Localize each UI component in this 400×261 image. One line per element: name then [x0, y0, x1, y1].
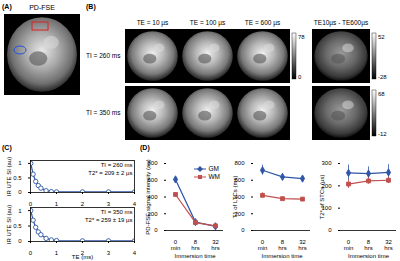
svg-text:0: 0: [154, 227, 158, 233]
svg-text:0: 0: [241, 227, 245, 233]
svg-text:0min: 0min: [344, 239, 354, 251]
svg-text:78: 78: [298, 34, 305, 40]
svg-text:800: 800: [147, 160, 158, 167]
svg-text:(B): (B): [86, 3, 96, 11]
svg-text:TI = 350 ms: TI = 350 ms: [86, 109, 121, 116]
svg-text:PD-FSE: PD-FSE: [29, 4, 55, 11]
svg-text:600: 600: [234, 177, 245, 184]
svg-text:4: 4: [133, 201, 137, 207]
svg-text:200: 200: [147, 210, 158, 217]
svg-text:IR UTE SI (au): IR UTE SI (au): [6, 205, 12, 244]
svg-text:-12: -12: [378, 131, 387, 137]
svg-text:0min: 0min: [258, 239, 268, 251]
svg-text:Immersion time: Immersion time: [174, 253, 216, 259]
svg-text:2: 2: [81, 201, 85, 207]
svg-text:IR UTE SI (au): IR UTE SI (au): [6, 157, 12, 196]
svg-text:100: 100: [321, 205, 332, 212]
svg-text:PD-FSE signal intensity (au): PD-FSE signal intensity (au): [145, 159, 151, 234]
svg-text:800: 800: [234, 160, 245, 166]
svg-text:Immersion time: Immersion time: [261, 253, 303, 259]
svg-text:400: 400: [234, 193, 245, 200]
svg-text:TE (ms): TE (ms): [72, 254, 93, 260]
svg-text:0.5: 0.5: [13, 223, 22, 229]
svg-text:TI = 260 ms: TI = 260 ms: [101, 162, 133, 168]
svg-text:52: 52: [378, 34, 385, 40]
svg-text:3: 3: [107, 250, 111, 256]
html-text:WM: WM: [208, 173, 220, 180]
svg-text:T2* = 259 ± 19 µs: T2* = 259 ± 19 µs: [85, 217, 133, 223]
svg-text:Immersion time: Immersion time: [348, 253, 390, 259]
svg-text:TE10µs - TE600µs: TE10µs - TE600µs: [314, 19, 369, 27]
svg-text:T2* of STCs (µs): T2* of STCs (µs): [319, 175, 325, 220]
svg-text:32hrs: 32hrs: [298, 239, 306, 251]
svg-text:1: 1: [18, 160, 22, 166]
svg-text:400: 400: [147, 193, 158, 200]
svg-text:(C): (C): [2, 144, 12, 152]
svg-text:8hrs: 8hrs: [278, 239, 286, 251]
svg-text:32hrs: 32hrs: [211, 239, 219, 251]
html-text:GM: GM: [208, 165, 219, 172]
svg-text:0: 0: [298, 74, 302, 80]
svg-text:3: 3: [107, 201, 111, 207]
svg-text:0: 0: [29, 201, 33, 207]
svg-text:(D): (D): [140, 144, 150, 152]
svg-text:4: 4: [133, 250, 137, 256]
svg-text:8hrs: 8hrs: [364, 239, 372, 251]
svg-text:0: 0: [328, 227, 332, 233]
svg-text:0.5: 0.5: [13, 175, 22, 181]
svg-text:-28: -28: [378, 74, 387, 80]
svg-text:200: 200: [321, 182, 332, 189]
svg-text:(A): (A): [2, 3, 12, 11]
svg-text:1: 1: [18, 208, 22, 214]
svg-text:0: 0: [18, 189, 22, 195]
svg-text:32hrs: 32hrs: [384, 239, 392, 251]
svg-text:TE = 600 µs: TE = 600 µs: [245, 19, 281, 27]
svg-text:TE = 100 µs: TE = 100 µs: [190, 19, 226, 27]
svg-text:T2* = 209 ± 2 µs: T2* = 209 ± 2 µs: [88, 170, 132, 176]
svg-text:68: 68: [378, 91, 385, 97]
svg-text:1: 1: [55, 250, 59, 256]
svg-text:0min: 0min: [171, 239, 181, 251]
svg-text:T1 of LTCs (ms): T1 of LTCs (ms): [232, 176, 238, 219]
svg-text:TE = 10 µs: TE = 10 µs: [137, 19, 169, 27]
svg-text:600: 600: [147, 177, 158, 184]
svg-text:0: 0: [18, 238, 22, 244]
svg-text:1: 1: [55, 201, 59, 207]
svg-text:300: 300: [321, 160, 332, 166]
svg-text:0: 0: [29, 250, 33, 256]
svg-text:TI = 260 ms: TI = 260 ms: [86, 52, 121, 59]
svg-text:TI = 350 ms: TI = 350 ms: [101, 209, 133, 215]
svg-text:8hrs: 8hrs: [191, 239, 199, 251]
svg-text:200: 200: [234, 210, 245, 217]
